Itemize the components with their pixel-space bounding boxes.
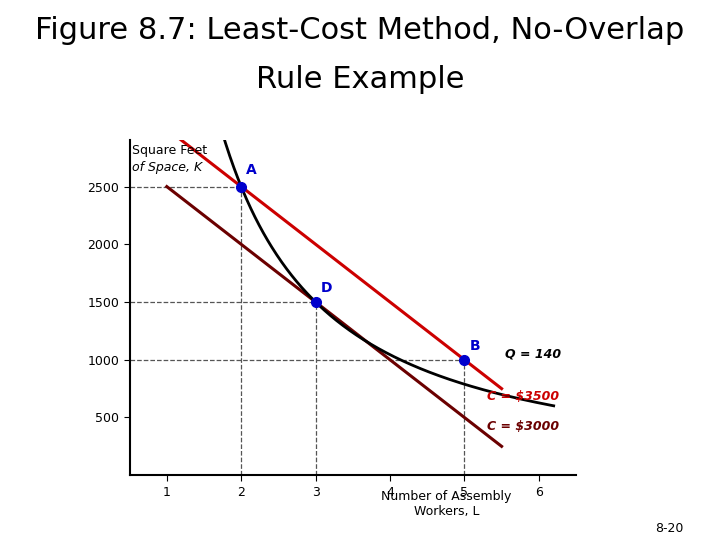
Text: C = $3000: C = $3000 (487, 420, 559, 433)
Text: Q = 140: Q = 140 (505, 347, 562, 361)
Text: Figure 8.7: Least-Cost Method, No-Overlap: Figure 8.7: Least-Cost Method, No-Overla… (35, 16, 685, 45)
Text: A: A (246, 163, 257, 177)
Text: Number of Assembly
Workers, L: Number of Assembly Workers, L (381, 490, 512, 518)
Text: B: B (469, 339, 480, 353)
Text: of Space, K: of Space, K (132, 161, 202, 174)
Text: Square Feet: Square Feet (132, 144, 207, 157)
Text: C = $3500: C = $3500 (487, 390, 559, 403)
Text: 8-20: 8-20 (656, 522, 684, 535)
Text: Rule Example: Rule Example (256, 65, 464, 94)
Text: D: D (321, 281, 333, 295)
